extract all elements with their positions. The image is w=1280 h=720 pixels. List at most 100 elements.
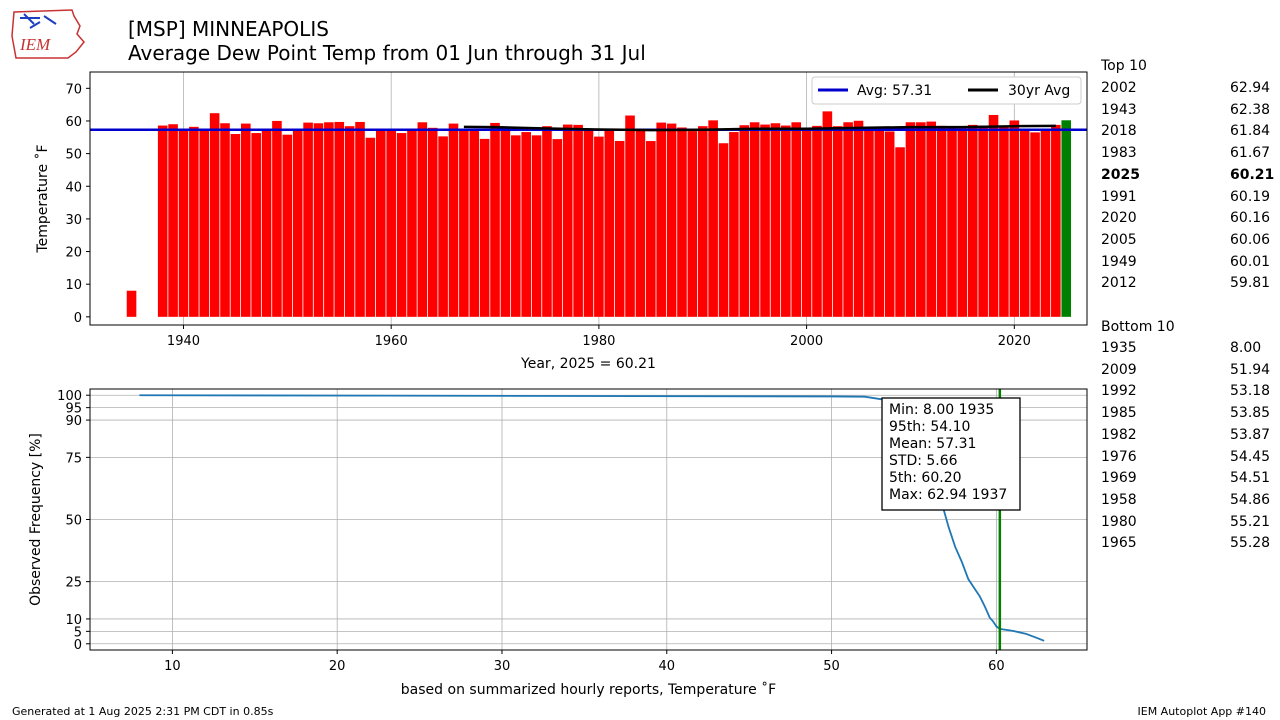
year-bar [469,130,480,317]
year-bar [677,127,687,317]
bottom10-value: 8.00 [1230,340,1262,356]
year-bar [365,137,376,317]
year-bar [843,122,853,317]
iem-logo: IEM [11,9,85,59]
bottom10-row: 1985 53.85 [1101,405,1279,423]
x-tick-label: 30 [494,659,511,674]
year-bar [272,120,282,317]
y-tick-label: 60 [65,115,82,130]
top10-value: 61.67 [1230,145,1271,162]
legend-30yr-label: 30yr Avg [1008,83,1070,99]
year-bar [500,126,511,317]
year-bar [801,128,812,317]
y-tick-label: 90 [65,414,82,429]
year-bar [594,136,604,317]
year-bar [604,129,615,317]
bottom10-value: 55.28 [1230,535,1271,552]
year-bar [967,124,978,317]
bottom10-year: 1980 [1101,513,1137,530]
year-bar [344,126,355,317]
bottom10-value: 54.86 [1230,491,1271,508]
bottom10-row: 1992 53.18 [1101,383,1279,401]
top10-value: 60.21 [1230,166,1275,183]
y-tick-label: 100 [57,389,82,404]
year-bar [988,114,999,317]
year-bar [874,127,885,317]
top10-value: 60.16 [1230,210,1271,227]
bottom10-year: 1992 [1101,383,1137,400]
y-tick-label: 5 [74,625,82,640]
year-bar [947,127,957,317]
year-bar [957,128,968,317]
year-bar [1051,124,1061,317]
thirty-year-average-line [463,124,1056,132]
year-bar [531,135,542,317]
bottom10-row: 1958 54.86 [1101,492,1279,510]
year-bar [303,122,313,317]
stats-line: Max: 62.94 1937 [889,487,1007,503]
top10-value: 62.94 [1230,80,1271,96]
year-bar [864,126,874,317]
chart-canvas: 1940 1960 1980 2000 2020010203040506070Year,… [28,71,1088,698]
year-bar [479,138,490,317]
year-bar [614,140,625,317]
svg-text:IEM: IEM [19,35,51,54]
year-bar [189,126,199,317]
year-bar [749,122,760,317]
top10-year: 1943 [1101,101,1137,118]
year-bar [718,143,729,317]
year-bar [220,123,230,317]
year-bar [386,128,396,317]
bottom10-row: 1965 55.28 [1101,535,1279,553]
year-bar [936,125,947,317]
stats-box-frame [881,397,1021,511]
y-tick-label: 0 [74,311,82,326]
top10-year: 2005 [1101,231,1137,248]
top10-year: 2002 [1101,80,1137,96]
x-tick-label: 10 [164,659,181,674]
x-tick-label: 2000 [790,334,823,349]
bottom10-year: 1965 [1101,535,1137,552]
year-bar [552,139,563,317]
top10-value: 60.06 [1230,231,1271,248]
bottom10-value: 53.18 [1230,383,1271,400]
top10-row: 2025 60.21 [1101,167,1279,185]
year-bar [697,126,708,317]
year-bar [542,126,552,317]
year-bar [407,130,417,317]
year-bar [292,129,303,317]
app-credit: IEM Autoplot App #140 [1137,705,1267,718]
top10-row: 1949 60.01 [1101,254,1279,272]
year-bar [448,123,459,317]
chart-title-station: [MSP] MINNEAPOLIS [128,17,329,41]
year-bar [334,121,345,317]
top10-value: 60.01 [1230,253,1271,270]
x-axis-label: Year, 2025 = 60.21 [520,356,656,372]
top10-row: 2020 60.16 [1101,210,1279,228]
top10-row: 2002 62.94 [1101,80,1279,98]
bottom10-row: 1935 8.00 [1101,340,1279,358]
year-bar [1030,132,1040,317]
year-bar [427,127,438,317]
year-bar [459,129,469,317]
top10-row: 1943 62.38 [1101,102,1279,120]
year-bar [905,122,916,317]
year-bar [978,125,988,317]
year-bar [884,131,895,317]
year-bar [760,124,770,317]
year-bar [313,123,324,317]
y-axis-label: Observed Frequency [%] [28,433,44,606]
year-bar [1040,130,1051,317]
top10-row: 1991 60.19 [1101,189,1279,207]
y-tick-label: 75 [65,451,82,466]
y-axis-label: Temperature ˚F [34,144,51,253]
year-bar [168,124,178,317]
chart-title-description: Average Dew Point Temp from 01 Jun throu… [128,41,646,65]
bottom10-row: 1982 53.87 [1101,427,1279,445]
year-bar [895,147,905,317]
y-tick-label: 10 [65,278,82,293]
year-bar [521,132,531,317]
year-bar [926,121,937,317]
